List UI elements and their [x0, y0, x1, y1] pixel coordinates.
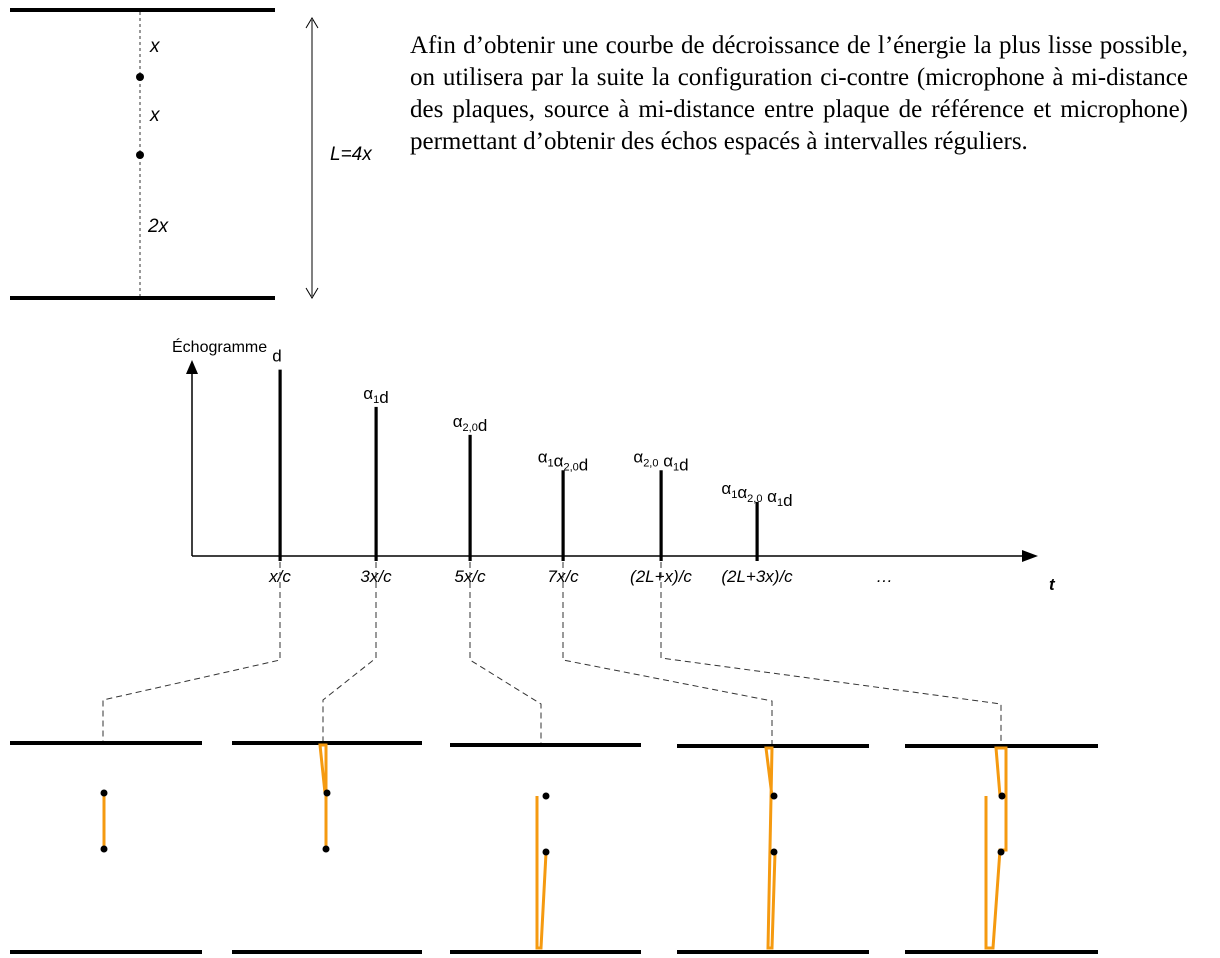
- bar-label-4: α1α2,0d: [538, 447, 589, 474]
- echo-path: [984, 746, 1008, 950]
- setup-diagram: x x 2x L=4x: [10, 8, 373, 300]
- echo-path: [318, 743, 328, 848]
- echogram: Échogramme t … dx/cα1d3x/cα2,0d5x/cα1α2,…: [172, 337, 1056, 594]
- bar-label-5: α2,0 α1d: [633, 447, 688, 474]
- echo-bar-1: [278, 369, 282, 561]
- tick-label-6: (2L+3x)/c: [721, 567, 793, 586]
- microphone-point: [322, 845, 330, 853]
- connector-lines: [102, 562, 1002, 745]
- description-paragraph: Afin d’obtenir une courbe de décroissanc…: [410, 32, 1188, 155]
- connector-5: [660, 562, 1002, 745]
- echo-bar-5: [659, 470, 663, 561]
- echo-bar-2: [374, 406, 378, 561]
- microphone-point: [770, 848, 778, 856]
- source-point: [100, 789, 108, 797]
- microphone-point: [100, 845, 108, 853]
- echo-bar-6: [755, 501, 759, 561]
- x-axis-arrowhead: [1022, 550, 1038, 562]
- bar-label-1: d: [272, 347, 281, 366]
- source-point: [542, 792, 550, 800]
- length-arrow-head-top: [305, 17, 319, 29]
- source-point: [998, 792, 1006, 800]
- connector-1: [102, 562, 281, 743]
- source-point: [323, 789, 331, 797]
- y-axis-arrowhead: [186, 360, 198, 374]
- echo-path: [764, 746, 777, 950]
- x-axis-label: t: [1049, 575, 1056, 594]
- path-config-3: [450, 743, 641, 954]
- echo-bar-3: [468, 434, 472, 561]
- microphone-point: [542, 848, 550, 856]
- length-label: L=4x: [330, 144, 373, 165]
- path-config-4: [677, 744, 869, 954]
- connector-3: [469, 562, 542, 743]
- bar-label-2: α1d: [363, 384, 388, 407]
- path-config-2: [232, 741, 422, 954]
- connector-4: [562, 562, 773, 745]
- connector-2: [322, 562, 377, 743]
- length-arrow-head-bottom: [305, 287, 319, 299]
- bar-label-6: α1α2,0 α1d: [721, 479, 792, 510]
- microphone-point: [997, 848, 1005, 856]
- segment-label-3: 2x: [147, 216, 170, 237]
- source-point: [770, 792, 778, 800]
- echo-bar-4: [561, 470, 565, 561]
- microphone-point: [136, 151, 144, 159]
- segment-label-2: x: [149, 105, 161, 126]
- echogram-y-label: Échogramme: [172, 337, 267, 356]
- source-point: [136, 73, 144, 81]
- bar-label-3: α2,0d: [453, 412, 488, 435]
- continuation-ellipsis: …: [876, 567, 893, 586]
- path-config-1: [10, 741, 202, 954]
- echo-path: [535, 796, 548, 950]
- path-config-5: [905, 744, 1098, 954]
- segment-label-1: x: [149, 36, 161, 57]
